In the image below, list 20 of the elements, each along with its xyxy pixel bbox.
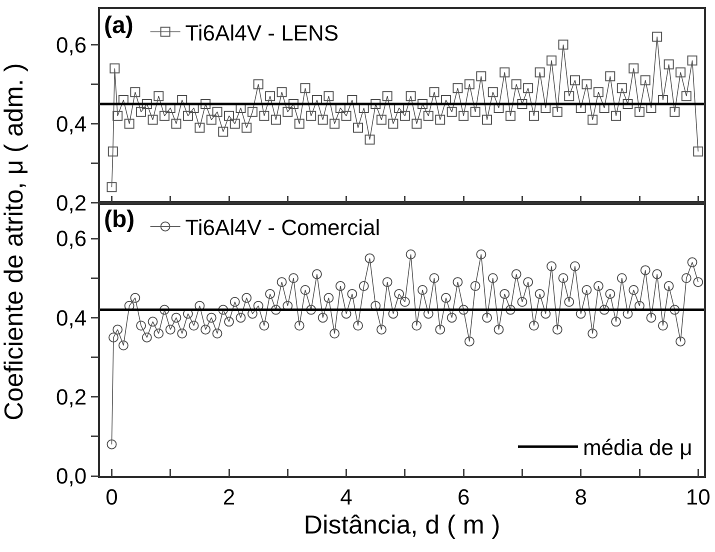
x-tick-label: 8 [574,484,587,510]
chart-title: (a) [104,12,134,39]
y-axis-title: Coeficiente de atrito, μ ( adm. ) [0,63,28,420]
y-tick-label: 0,4 [56,305,87,330]
x-tick-label: 6 [457,484,470,510]
chart-title: (b) [104,206,135,233]
x-tick-label: 4 [340,484,352,510]
legend-label: Ti6Al4V - LENS [185,20,339,46]
y-tick-label: 0,0 [56,464,87,489]
x-axis-title: Distância, d ( m ) [304,509,500,540]
y-tick-label: 0,4 [56,111,87,136]
y-tick-label: 0,2 [56,190,87,216]
legend-label: média de μ [582,435,692,460]
x-tick-label: 10 [686,484,710,510]
x-tick-label: 2 [222,484,236,510]
legend-label: Ti6Al4V - Comercial [185,215,380,240]
y-tick-label: 0,2 [56,384,87,410]
y-tick-label: 0,6 [56,226,87,252]
x-tick-label: 0 [106,484,118,510]
y-tick-label: 0,6 [56,32,87,58]
